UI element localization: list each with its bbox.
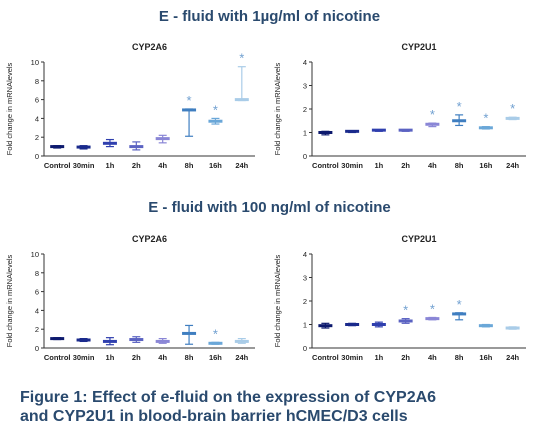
x-tick-label: 1h [374, 353, 383, 362]
significance-star: * [213, 326, 218, 341]
x-tick-label: 8h [185, 161, 194, 170]
x-tick-label: 16h [479, 161, 492, 170]
y-tick-label: 3 [303, 274, 307, 283]
y-tick-label: 0 [303, 344, 307, 353]
x-tick-label: 1h [106, 353, 115, 362]
x-tick-label: 4h [428, 353, 437, 362]
x-tick-label: Control [312, 353, 339, 362]
chart-panel-4: CYP2U1 Fold change in mRNAlevels 0 1 2 3 4 Cont… [268, 228, 536, 383]
chart-cyp2a6-1ug: CYP2A6 Fold change in mRNAlevels 0 2 4 6 8 10 Co… [5, 42, 255, 170]
y-tick-label: 2 [303, 297, 307, 306]
y-tick-label: 4 [303, 250, 307, 259]
y-axis-label: Fold change in mRNAlevels [273, 62, 282, 155]
y-tick-label: 3 [303, 82, 307, 91]
x-tick-label: 2h [132, 161, 141, 170]
y-tick-label: 2 [35, 325, 39, 334]
chart-panel-1: CYP2A6 Fold change in mRNAlevels 0 2 4 6 8 10 Co… [0, 36, 265, 191]
chart-title: CYP2A6 [132, 42, 167, 52]
y-axis-label: Fold change in mRNAlevels [273, 254, 282, 347]
y-tick-label: 8 [35, 77, 39, 86]
significance-star: * [430, 107, 435, 122]
significance-star: * [213, 102, 218, 117]
x-tick-label: Control [44, 161, 71, 170]
chart-title: CYP2A6 [132, 234, 167, 244]
chart-panel-2: CYP2U1 Fold change in mRNAlevels 0 1 2 3 4 Cont… [268, 36, 536, 191]
chart-panel-3: CYP2A6 Fold change in mRNAlevels 0 2 4 6 8 10 Co… [0, 228, 265, 383]
chart-cyp2u1-1ug: CYP2U1 Fold change in mRNAlevels 0 1 2 3 4 Cont… [273, 42, 526, 170]
significance-star: * [510, 101, 515, 116]
x-tick-label: 30min [341, 353, 363, 362]
x-tick-label: 4h [428, 161, 437, 170]
x-tick-label: Control [44, 353, 71, 362]
y-tick-label: 0 [35, 152, 39, 161]
y-axis-label: Fold change in mRNAlevels [5, 254, 14, 347]
x-tick-label: 30min [73, 161, 95, 170]
y-tick-label: 4 [303, 58, 307, 67]
y-tick-label: 10 [31, 250, 39, 259]
x-tick-label: 2h [132, 353, 141, 362]
x-tick-label: 8h [455, 161, 464, 170]
x-tick-label: 1h [106, 161, 115, 170]
x-tick-label: 8h [185, 353, 194, 362]
x-tick-label: 4h [158, 161, 167, 170]
y-tick-label: 1 [303, 321, 307, 330]
significance-star: * [457, 297, 462, 312]
significance-star: * [457, 99, 462, 114]
x-tick-label: 16h [479, 353, 492, 362]
x-tick-label: 24h [235, 161, 248, 170]
figure-caption: Figure 1: Effect of e-fluid on the expre… [20, 388, 530, 426]
section-title-100ng: E - fluid with 100 ng/ml of nicotine [148, 199, 391, 216]
y-tick-label: 10 [31, 58, 39, 67]
x-tick-label: 30min [341, 161, 363, 170]
y-tick-label: 1 [303, 129, 307, 138]
y-tick-label: 0 [303, 152, 307, 161]
caption-line-1: Figure 1: Effect of e-fluid on the expre… [20, 389, 437, 406]
caption-line-2: and CYP2U1 in blood-brain barrier hCMEC/… [20, 408, 408, 425]
y-axis-label: Fold change in mRNAlevels [5, 62, 14, 155]
x-tick-label: 24h [506, 353, 519, 362]
significance-star: * [483, 111, 488, 126]
chart-cyp2a6-100ng: CYP2A6 Fold change in mRNAlevels 0 2 4 6 8 10 Co… [5, 234, 255, 362]
significance-star: * [187, 93, 192, 108]
chart-title: CYP2U1 [401, 234, 436, 244]
y-tick-label: 2 [35, 133, 39, 142]
x-tick-label: 16h [209, 161, 222, 170]
x-tick-label: 2h [401, 353, 410, 362]
y-tick-label: 4 [35, 306, 39, 315]
chart-cyp2u1-100ng: CYP2U1 Fold change in mRNAlevels 0 1 2 3 4 Cont… [273, 234, 526, 362]
y-tick-label: 2 [303, 105, 307, 114]
significance-star: * [430, 301, 435, 316]
y-tick-label: 6 [35, 288, 39, 297]
significance-star: * [403, 303, 408, 318]
x-tick-label: 1h [374, 161, 383, 170]
y-tick-label: 6 [35, 96, 39, 105]
x-tick-label: 24h [235, 353, 248, 362]
y-tick-label: 0 [35, 344, 39, 353]
x-tick-label: 8h [455, 353, 464, 362]
x-tick-label: 30min [73, 353, 95, 362]
x-tick-label: Control [312, 161, 339, 170]
chart-title: CYP2U1 [401, 42, 436, 52]
x-tick-label: 16h [209, 353, 222, 362]
y-tick-label: 8 [35, 269, 39, 278]
x-tick-label: 4h [158, 353, 167, 362]
x-tick-label: 2h [401, 161, 410, 170]
y-tick-label: 4 [35, 114, 39, 123]
x-tick-label: 24h [506, 161, 519, 170]
significance-star: * [239, 51, 244, 66]
section-title-1ug: E - fluid with 1µg/ml of nicotine [158, 8, 381, 25]
